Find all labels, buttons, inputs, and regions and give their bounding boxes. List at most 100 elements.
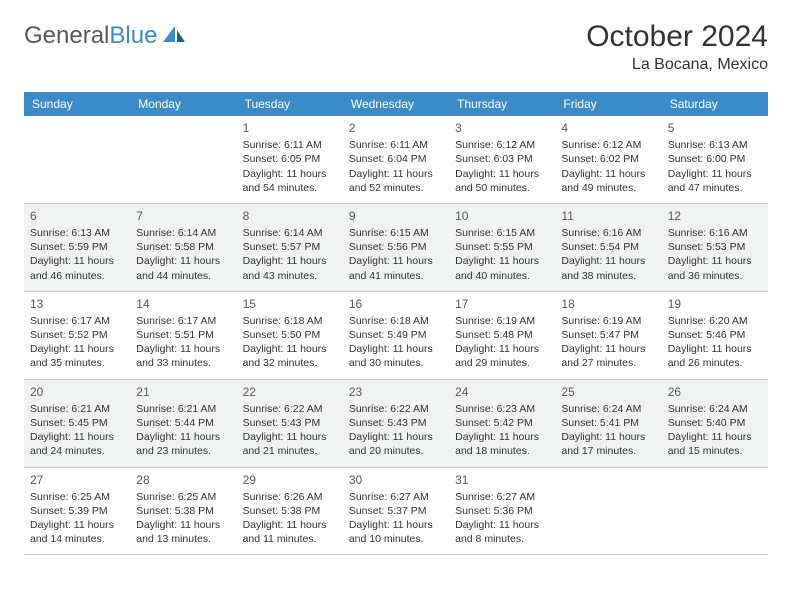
sunset-text: Sunset: 5:45 PM <box>30 416 124 430</box>
day-number: 10 <box>455 208 549 224</box>
calendar-row: 20Sunrise: 6:21 AMSunset: 5:45 PMDayligh… <box>24 379 768 467</box>
sunrise-text: Sunrise: 6:19 AM <box>455 314 549 328</box>
calendar-cell: 20Sunrise: 6:21 AMSunset: 5:45 PMDayligh… <box>24 379 130 467</box>
day-number: 26 <box>668 384 762 400</box>
daylight-text: Daylight: 11 hours and 50 minutes. <box>455 167 549 195</box>
calendar-cell: 15Sunrise: 6:18 AMSunset: 5:50 PMDayligh… <box>237 291 343 379</box>
sunset-text: Sunset: 5:40 PM <box>668 416 762 430</box>
daylight-text: Daylight: 11 hours and 41 minutes. <box>349 254 443 282</box>
sunset-text: Sunset: 6:00 PM <box>668 152 762 166</box>
calendar-cell: 2Sunrise: 6:11 AMSunset: 6:04 PMDaylight… <box>343 116 449 203</box>
day-number: 3 <box>455 120 549 136</box>
calendar-cell: 25Sunrise: 6:24 AMSunset: 5:41 PMDayligh… <box>555 379 661 467</box>
sunset-text: Sunset: 5:37 PM <box>349 504 443 518</box>
sunset-text: Sunset: 5:49 PM <box>349 328 443 342</box>
sunrise-text: Sunrise: 6:17 AM <box>30 314 124 328</box>
page-title: October 2024 <box>586 20 768 54</box>
calendar-cell: 23Sunrise: 6:22 AMSunset: 5:43 PMDayligh… <box>343 379 449 467</box>
sunset-text: Sunset: 5:50 PM <box>243 328 337 342</box>
sunrise-text: Sunrise: 6:11 AM <box>349 138 443 152</box>
sunset-text: Sunset: 6:05 PM <box>243 152 337 166</box>
calendar-cell: 14Sunrise: 6:17 AMSunset: 5:51 PMDayligh… <box>130 291 236 379</box>
sunset-text: Sunset: 5:43 PM <box>243 416 337 430</box>
sunrise-text: Sunrise: 6:22 AM <box>349 402 443 416</box>
calendar-row: 13Sunrise: 6:17 AMSunset: 5:52 PMDayligh… <box>24 291 768 379</box>
sunrise-text: Sunrise: 6:27 AM <box>349 490 443 504</box>
calendar-cell: 21 Sunrise: 6:21 AMSunset: 5:44 PMDayligh… <box>130 379 236 467</box>
sunset-text: Sunset: 6:02 PM <box>561 152 655 166</box>
calendar-cell <box>130 116 236 203</box>
sunrise-text: Sunrise: 6:27 AM <box>455 490 549 504</box>
calendar-cell: 22Sunrise: 6:22 AMSunset: 5:43 PMDayligh… <box>237 379 343 467</box>
sunrise-text: Sunrise: 6:13 AM <box>668 138 762 152</box>
day-number: 27 <box>30 472 124 488</box>
sunrise-text: Sunrise: 6:23 AM <box>455 402 549 416</box>
daylight-text: Daylight: 11 hours and 23 minutes. <box>136 430 230 458</box>
daylight-text: Daylight: 11 hours and 13 minutes. <box>136 518 230 546</box>
sunset-text: Sunset: 5:48 PM <box>455 328 549 342</box>
col-thursday: Thursday <box>449 92 555 116</box>
sunrise-text: Sunrise: 6:15 AM <box>455 226 549 240</box>
sunrise-text: Sunrise: 6:16 AM <box>561 226 655 240</box>
day-number: 22 <box>243 384 337 400</box>
sunrise-text: Sunrise: 6:24 AM <box>668 402 762 416</box>
sunrise-text: Sunrise: 6:22 AM <box>243 402 337 416</box>
day-number: 19 <box>668 296 762 312</box>
sunset-text: Sunset: 5:43 PM <box>349 416 443 430</box>
daylight-text: Daylight: 11 hours and 32 minutes. <box>243 342 337 370</box>
sunset-text: Sunset: 5:44 PM <box>136 416 230 430</box>
sunrise-text: Sunrise: 6:13 AM <box>30 226 124 240</box>
calendar-cell: 12Sunrise: 6:16 AMSunset: 5:53 PMDayligh… <box>662 203 768 291</box>
sunrise-text: Sunrise: 6:15 AM <box>349 226 443 240</box>
day-number: 9 <box>349 208 443 224</box>
col-monday: Monday <box>130 92 236 116</box>
day-number: 5 <box>668 120 762 136</box>
daylight-text: Daylight: 11 hours and 49 minutes. <box>561 167 655 195</box>
day-number: 21 <box>136 384 230 400</box>
day-number: 28 <box>136 472 230 488</box>
day-number: 18 <box>561 296 655 312</box>
sunrise-text: Sunrise: 6:26 AM <box>243 490 337 504</box>
calendar-cell <box>24 116 130 203</box>
sunset-text: Sunset: 5:58 PM <box>136 240 230 254</box>
sunrise-text: Sunrise: 6:18 AM <box>349 314 443 328</box>
sunrise-text: Sunrise: 6:25 AM <box>30 490 124 504</box>
sunset-text: Sunset: 5:46 PM <box>668 328 762 342</box>
sunrise-text: Sunrise: 6:21 AM <box>136 402 230 416</box>
sunrise-text: Sunrise: 6:14 AM <box>243 226 337 240</box>
day-number: 13 <box>30 296 124 312</box>
calendar-cell: 16Sunrise: 6:18 AMSunset: 5:49 PMDayligh… <box>343 291 449 379</box>
daylight-text: Daylight: 11 hours and 20 minutes. <box>349 430 443 458</box>
sunrise-text: Sunrise: 6:24 AM <box>561 402 655 416</box>
calendar-cell: 1Sunrise: 6:11 AMSunset: 6:05 PMDaylight… <box>237 116 343 203</box>
sunrise-text: Sunrise: 6:20 AM <box>668 314 762 328</box>
sail-icon <box>161 24 187 49</box>
day-number: 4 <box>561 120 655 136</box>
day-number: 17 <box>455 296 549 312</box>
day-number: 30 <box>349 472 443 488</box>
daylight-text: Daylight: 11 hours and 52 minutes. <box>349 167 443 195</box>
calendar-cell <box>555 467 661 555</box>
daylight-text: Daylight: 11 hours and 38 minutes. <box>561 254 655 282</box>
sunrise-text: Sunrise: 6:11 AM <box>243 138 337 152</box>
calendar-cell <box>662 467 768 555</box>
sunset-text: Sunset: 5:57 PM <box>243 240 337 254</box>
header: GeneralBlue October 2024 La Bocana, Mexi… <box>24 20 768 74</box>
logo-word2: Blue <box>109 22 157 49</box>
calendar-cell: 24Sunrise: 6:23 AMSunset: 5:42 PMDayligh… <box>449 379 555 467</box>
location: La Bocana, Mexico <box>586 56 768 74</box>
sunrise-text: Sunrise: 6:18 AM <box>243 314 337 328</box>
daylight-text: Daylight: 11 hours and 10 minutes. <box>349 518 443 546</box>
daylight-text: Daylight: 11 hours and 17 minutes. <box>561 430 655 458</box>
day-number: 14 <box>136 296 230 312</box>
calendar-cell: 7Sunrise: 6:14 AMSunset: 5:58 PMDaylight… <box>130 203 236 291</box>
sunset-text: Sunset: 5:51 PM <box>136 328 230 342</box>
day-number: 11 <box>561 208 655 224</box>
day-number: 31 <box>455 472 549 488</box>
sunset-text: Sunset: 5:36 PM <box>455 504 549 518</box>
daylight-text: Daylight: 11 hours and 43 minutes. <box>243 254 337 282</box>
daylight-text: Daylight: 11 hours and 44 minutes. <box>136 254 230 282</box>
col-saturday: Saturday <box>662 92 768 116</box>
sunrise-text: Sunrise: 6:25 AM <box>136 490 230 504</box>
daylight-text: Daylight: 11 hours and 8 minutes. <box>455 518 549 546</box>
